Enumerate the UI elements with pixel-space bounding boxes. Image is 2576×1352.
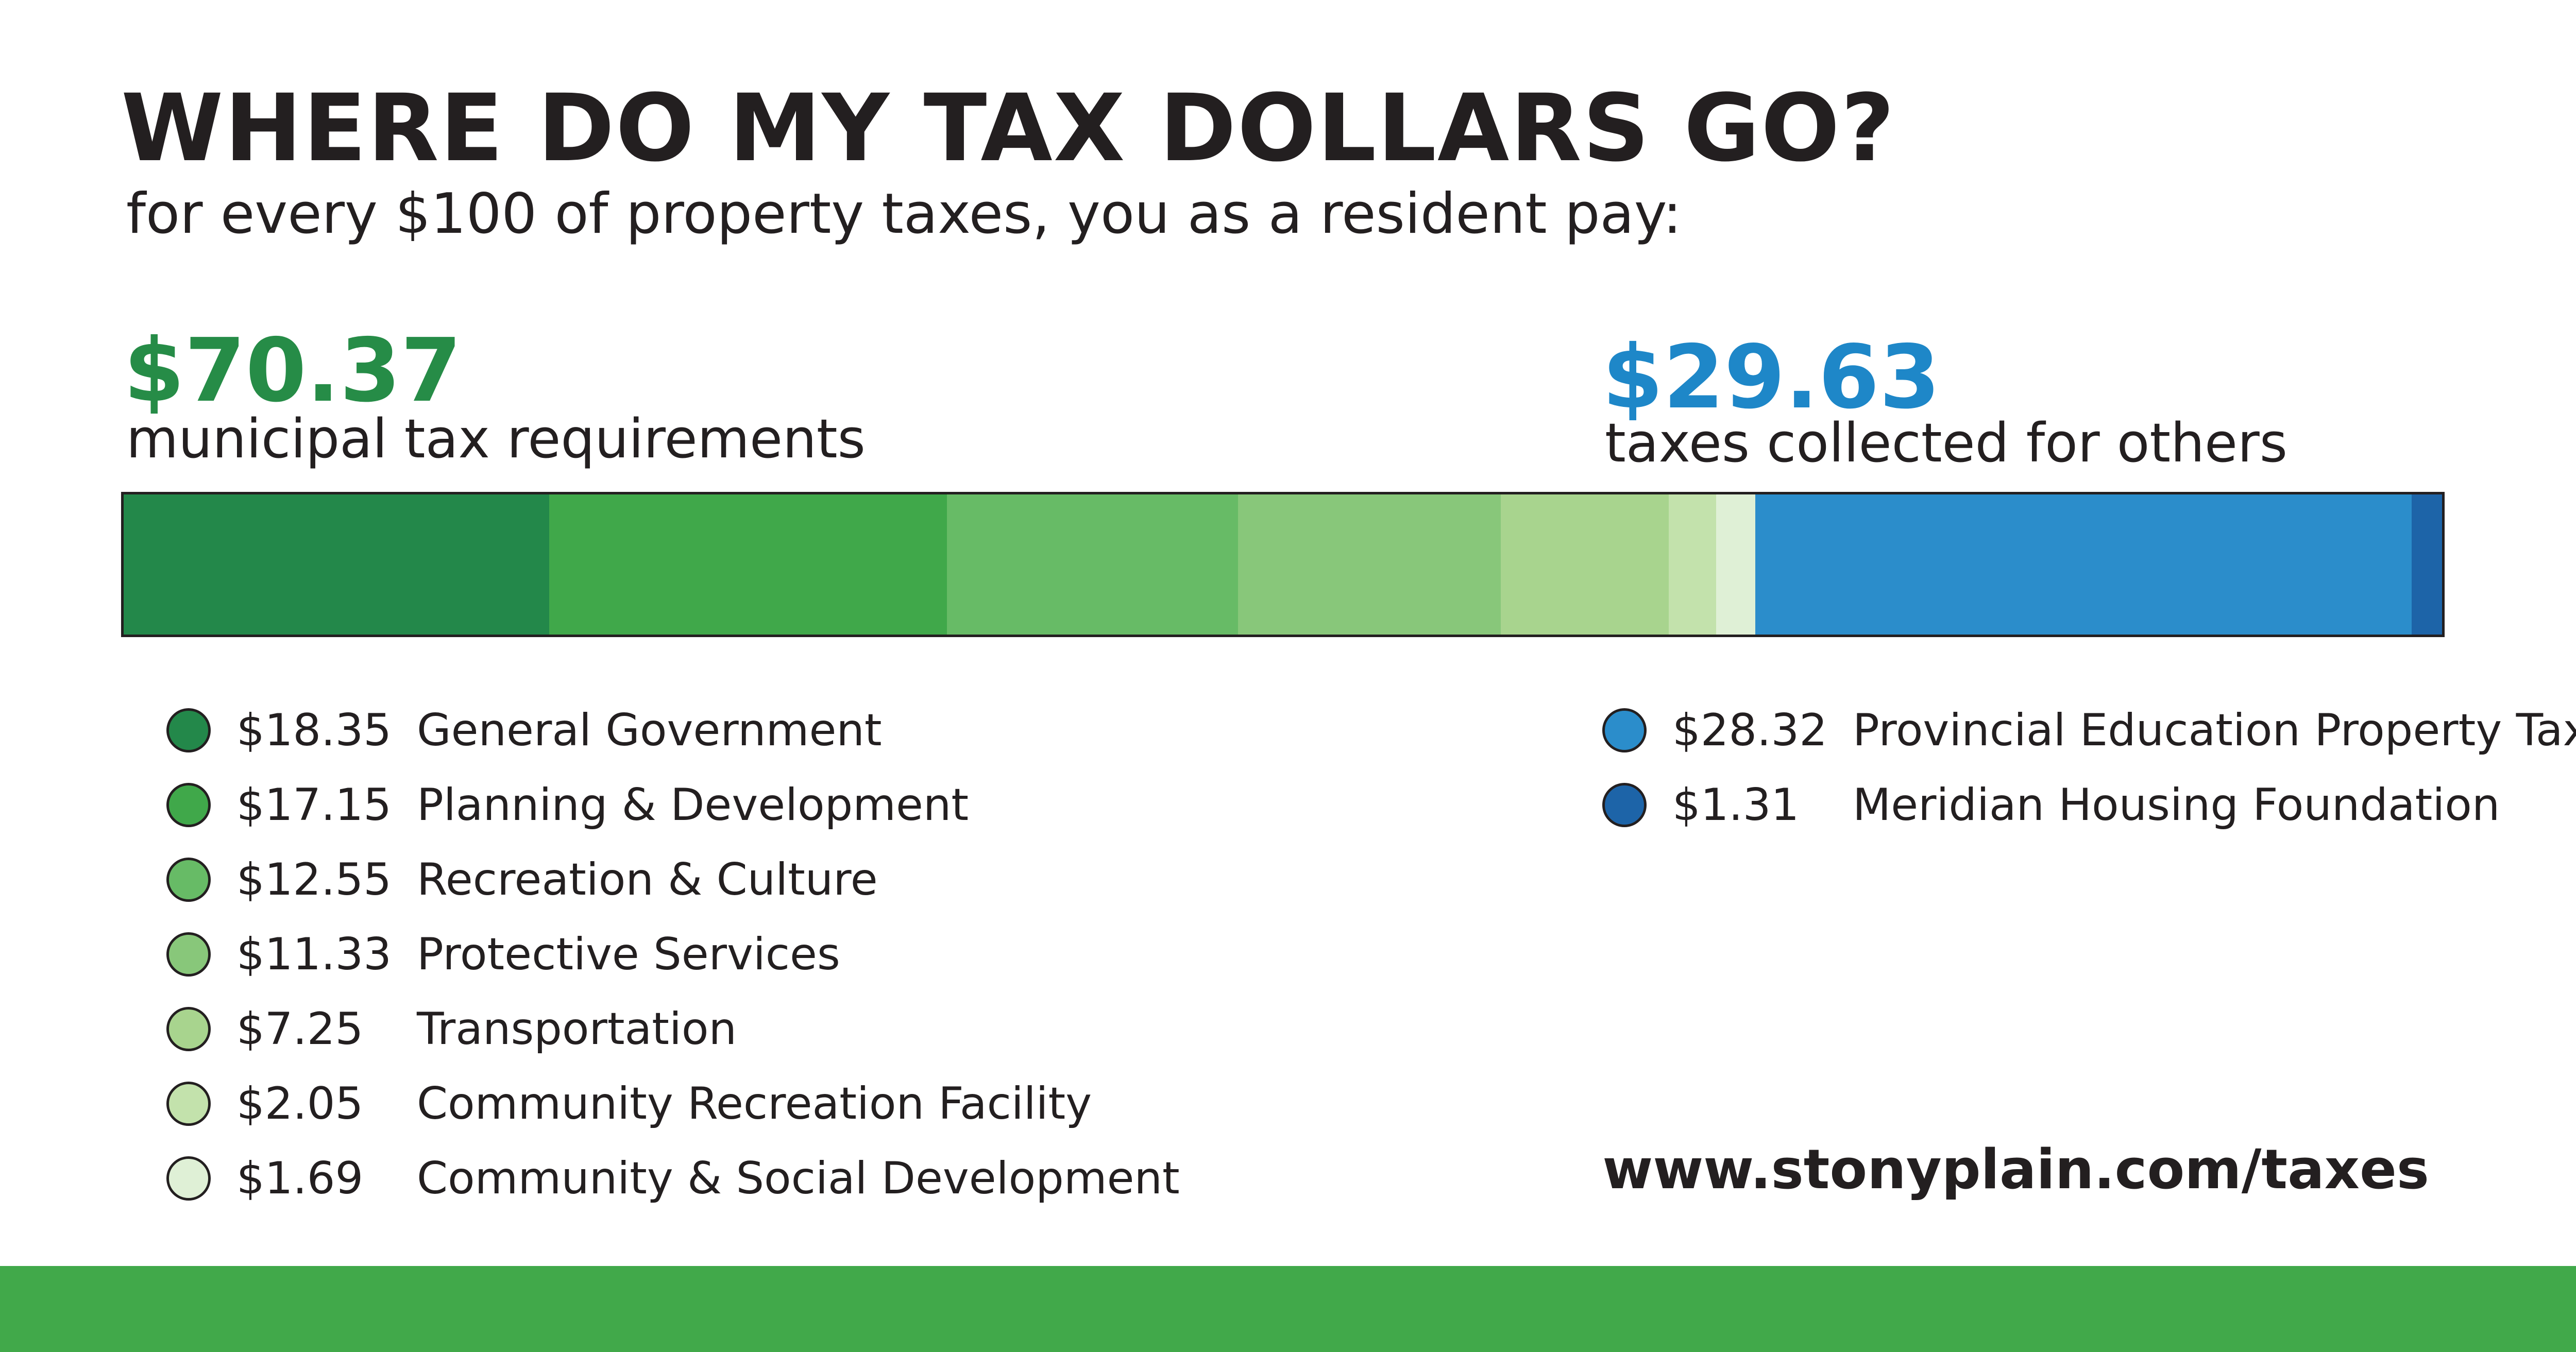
- legend-swatch-icon: [1602, 782, 1647, 827]
- stacked-tax-bar: [121, 492, 2445, 637]
- legend-municipal: $18.35 General Government $17.15 Planning &…: [166, 693, 1180, 1216]
- legend-label: Community & Social Development: [417, 1152, 1180, 1204]
- legend-item: $12.55 Recreation & Culture: [166, 842, 1180, 917]
- legend-amount: $1.69: [236, 1152, 364, 1204]
- bar-segment-community-recreation-facility: [1669, 494, 1716, 635]
- legend-item: $7.25 Transportation: [166, 991, 1180, 1066]
- bar-segment-protective-services: [1238, 494, 1501, 635]
- bar-segment-provincial-education-property-tax: [1755, 494, 2412, 635]
- bar-segment-meridian-housing-foundation: [2412, 494, 2442, 635]
- legend-label: Community Recreation Facility: [417, 1077, 1092, 1129]
- legend-item: $2.05 Community Recreation Facility: [166, 1066, 1180, 1141]
- bar-segment-recreation-culture: [947, 494, 1238, 635]
- others-total-amount: $29.63: [1602, 327, 1941, 429]
- legend-amount: $12.55: [236, 853, 392, 905]
- legend-amount: $17.15: [236, 779, 392, 831]
- legend-label: General Government: [417, 704, 882, 756]
- footer-band: [0, 1266, 2576, 1352]
- legend-swatch-icon: [1602, 708, 1647, 752]
- page-title: WHERE DO MY TAX DOLLARS GO?: [121, 75, 1896, 182]
- legend-swatch-icon: [166, 1081, 211, 1126]
- legend-amount: $1.31: [1672, 779, 1800, 831]
- legend-item: $18.35 General Government: [166, 693, 1180, 767]
- legend-label: Protective Services: [417, 928, 840, 980]
- legend-label: Provincial Education Property Tax: [1853, 704, 2576, 756]
- footer-url: www.stonyplain.com/taxes: [1602, 1138, 2429, 1201]
- bar-segment-transportation: [1501, 494, 1669, 635]
- page-subtitle: for every $100 of property taxes, you as…: [126, 182, 1682, 246]
- legend-amount: $2.05: [236, 1077, 364, 1129]
- legend-amount: $18.35: [236, 704, 392, 756]
- legend-item: $1.69 Community & Social Development: [166, 1141, 1180, 1216]
- bar-segment-community-social-development: [1716, 494, 1755, 635]
- legend-label: Meridian Housing Foundation: [1853, 779, 2500, 831]
- municipal-total-label: municipal tax requirements: [126, 407, 866, 470]
- legend-swatch-icon: [166, 708, 211, 752]
- legend-item: $28.32 Provincial Education Property Tax: [1602, 693, 2576, 767]
- legend-swatch-icon: [166, 782, 211, 827]
- legend-swatch-icon: [166, 1006, 211, 1051]
- legend-item: $11.33 Protective Services: [166, 917, 1180, 991]
- municipal-total-amount: $70.37: [124, 320, 462, 422]
- legend-label: Planning & Development: [417, 779, 969, 831]
- legend-amount: $28.32: [1672, 704, 1827, 756]
- legend-others: $28.32 Provincial Education Property Tax $…: [1602, 693, 2576, 842]
- legend-swatch-icon: [166, 1156, 211, 1201]
- legend-item: $17.15 Planning & Development: [166, 767, 1180, 842]
- legend-label: Transportation: [417, 1003, 737, 1055]
- legend-swatch-icon: [166, 857, 211, 902]
- bar-segment-general-government: [124, 494, 549, 635]
- legend-label: Recreation & Culture: [417, 853, 878, 905]
- others-total-label: taxes collected for others: [1605, 412, 2287, 474]
- legend-swatch-icon: [166, 932, 211, 977]
- legend-amount: $11.33: [236, 928, 392, 980]
- legend-amount: $7.25: [236, 1003, 364, 1055]
- legend-item: $1.31 Meridian Housing Foundation: [1602, 767, 2576, 842]
- bar-segment-planning-development: [549, 494, 947, 635]
